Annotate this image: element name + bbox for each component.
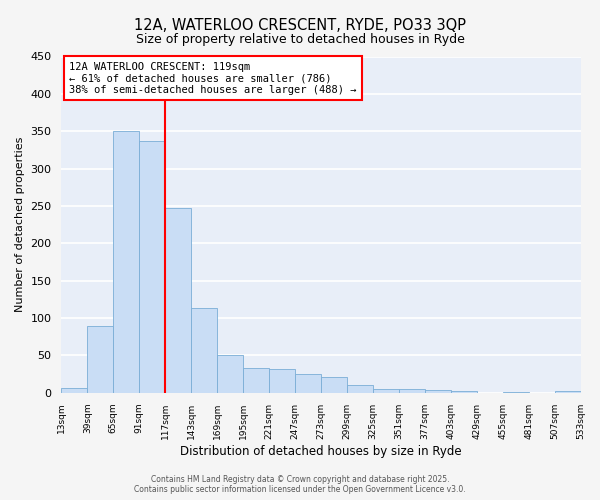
Bar	[321, 377, 347, 393]
Bar	[503, 392, 529, 393]
Text: Size of property relative to detached houses in Ryde: Size of property relative to detached ho…	[136, 32, 464, 46]
Bar	[217, 356, 243, 393]
Bar	[191, 308, 217, 393]
Bar	[113, 131, 139, 393]
Bar	[425, 390, 451, 393]
Bar	[554, 392, 581, 393]
Bar	[165, 208, 191, 393]
Y-axis label: Number of detached properties: Number of detached properties	[15, 137, 25, 312]
Bar	[269, 369, 295, 393]
X-axis label: Distribution of detached houses by size in Ryde: Distribution of detached houses by size …	[180, 444, 462, 458]
Text: Contains HM Land Registry data © Crown copyright and database right 2025.
Contai: Contains HM Land Registry data © Crown c…	[134, 474, 466, 494]
Bar	[295, 374, 321, 393]
Bar	[399, 389, 425, 393]
Bar	[61, 388, 88, 393]
Bar	[243, 368, 269, 393]
Bar	[347, 386, 373, 393]
Bar	[373, 389, 399, 393]
Bar	[88, 326, 113, 393]
Text: 12A WATERLOO CRESCENT: 119sqm
← 61% of detached houses are smaller (786)
38% of : 12A WATERLOO CRESCENT: 119sqm ← 61% of d…	[69, 62, 356, 94]
Bar	[139, 141, 165, 393]
Bar	[451, 392, 476, 393]
Text: 12A, WATERLOO CRESCENT, RYDE, PO33 3QP: 12A, WATERLOO CRESCENT, RYDE, PO33 3QP	[134, 18, 466, 32]
